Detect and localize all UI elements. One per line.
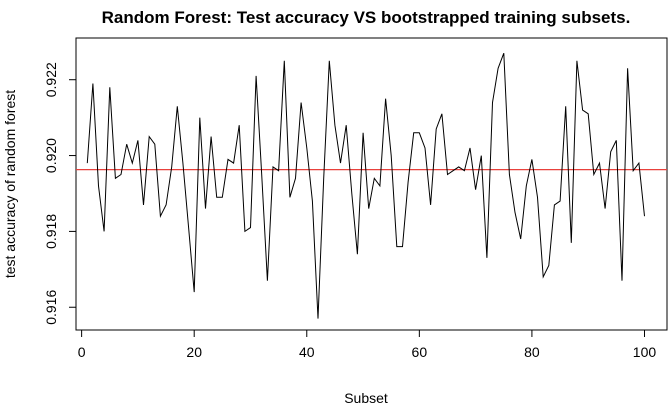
y-axis-label: test accuracy of random forest bbox=[2, 90, 18, 278]
x-tick-label: 0 bbox=[78, 344, 86, 360]
x-tick-label: 40 bbox=[299, 344, 315, 360]
x-tick-label: 20 bbox=[186, 344, 202, 360]
y-tick-label: 0.916 bbox=[43, 290, 59, 325]
y-axis: 0.916 0.918 0.920 0.922 bbox=[43, 62, 77, 325]
x-tick-label: 80 bbox=[524, 344, 540, 360]
y-tick-label: 0.918 bbox=[43, 214, 59, 249]
chart-title: Random Forest: Test accuracy VS bootstra… bbox=[102, 8, 631, 27]
x-axis: 0 20 40 60 80 100 bbox=[78, 329, 657, 360]
x-tick-label: 100 bbox=[633, 344, 657, 360]
accuracy-series-line bbox=[86, 53, 645, 319]
plot-frame bbox=[75, 37, 668, 331]
y-tick-label: 0.920 bbox=[43, 138, 59, 173]
y-tick-label: 0.922 bbox=[43, 62, 59, 97]
x-axis-label: Subset bbox=[344, 390, 388, 406]
x-tick-label: 60 bbox=[412, 344, 428, 360]
